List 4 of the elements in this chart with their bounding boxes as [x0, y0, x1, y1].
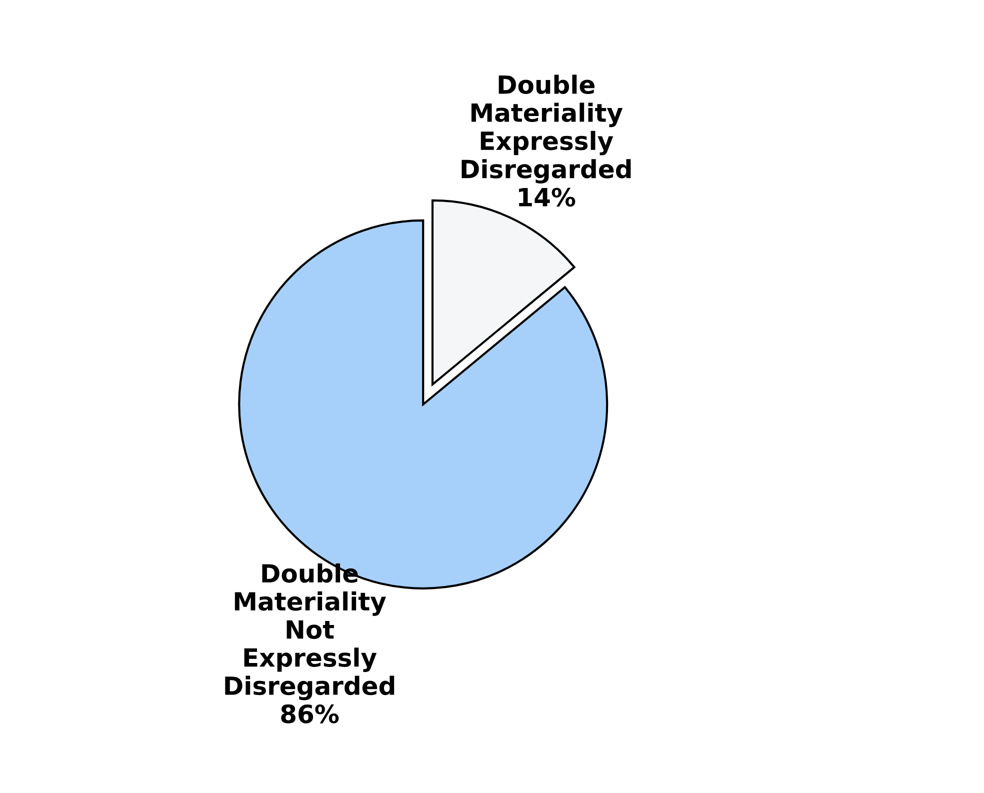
slice-label: Double Materiality Expressly Disregarded: [462, 74, 631, 184]
data-label: 86%: [281, 704, 339, 724]
slice-label: Double Materiality Not Expressly Disregarded: [225, 563, 394, 700]
data-label: 14%: [519, 188, 576, 207]
